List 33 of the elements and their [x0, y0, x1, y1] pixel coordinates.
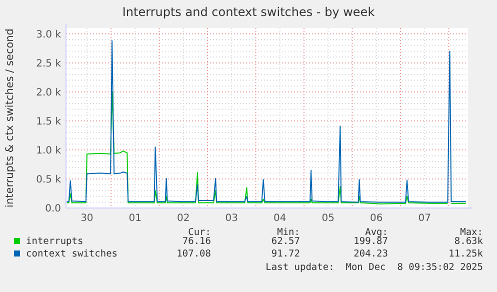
text: 199.87: [354, 236, 388, 247]
text: 62.57: [271, 236, 300, 247]
y-tick-label: 2.0 k: [36, 87, 62, 98]
text: Cur:: [188, 227, 211, 238]
y-tick-label: 0.0: [45, 204, 61, 214]
x-tick-label: 04: [274, 213, 286, 224]
legend-label: interrupts: [26, 236, 84, 247]
y-tick-label: 1.0 k: [36, 145, 62, 156]
text: Avg:: [365, 227, 388, 238]
x-tick-label: 02: [177, 213, 190, 224]
y-axis-title: interrupts & ctx switches / second: [4, 28, 16, 208]
text: 107.08: [176, 248, 212, 260]
line-series: [66, 40, 466, 203]
chart-title: Interrupts and context switches - by week: [122, 5, 375, 19]
text: 11.25k: [448, 248, 484, 260]
x-tick-label: 07: [418, 213, 431, 224]
text: Max:: [460, 227, 483, 238]
text: 8.63k: [454, 236, 484, 247]
text: 204.23: [354, 248, 388, 260]
text: Min:: [277, 227, 300, 238]
x-tick-label: 30: [80, 213, 94, 224]
y-tick-label: 0.5 k: [36, 174, 62, 186]
x-tick-label: 03: [225, 213, 238, 224]
y-tick-label: 1.5 k: [36, 116, 62, 128]
x-tick-label: 06: [370, 213, 383, 224]
x-tick-label: 01: [128, 213, 142, 224]
text: 76.16: [182, 236, 212, 247]
text: 91.72: [271, 248, 300, 260]
x-tick-label: 05: [322, 213, 335, 224]
legend-label: context switches: [26, 248, 118, 260]
y-tick-label: 3.0 k: [36, 29, 62, 40]
y-tick-label: 2.5 k: [36, 58, 62, 70]
text: Last update: Mon Dec 8 09:35:02 2025: [266, 262, 483, 273]
